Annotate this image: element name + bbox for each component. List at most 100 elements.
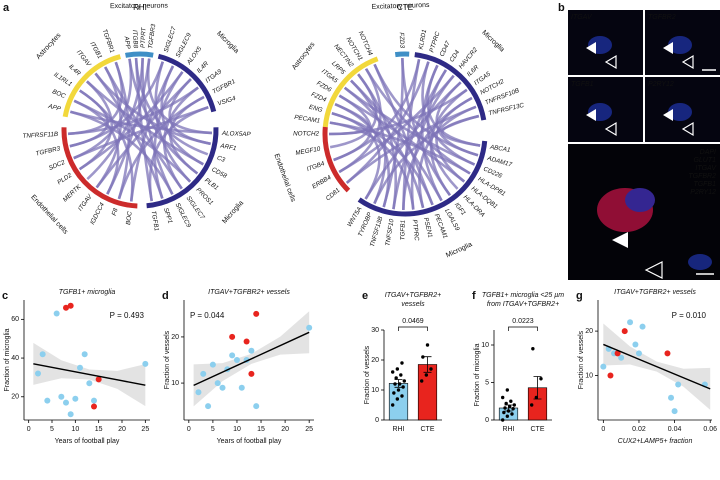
point <box>607 372 614 379</box>
y-axis-label: Fraction of microglia <box>474 343 481 406</box>
chart-title: vessels <box>401 301 425 308</box>
gene-label: FZD6 <box>315 80 333 94</box>
point <box>600 363 607 370</box>
gene-label: CD58 <box>210 166 228 180</box>
point <box>424 373 429 377</box>
group-arc <box>357 140 488 217</box>
point <box>402 379 406 383</box>
gene-label: PTPRC <box>411 219 420 241</box>
gene-label: SDC2 <box>48 159 67 172</box>
group-label: Astrocytes <box>35 32 63 61</box>
gene-label: TNFSF13B <box>369 216 385 248</box>
group-label: Microglia <box>480 29 505 53</box>
point <box>510 412 514 416</box>
point <box>509 399 513 403</box>
channel-label: TGFBR2 <box>688 173 716 180</box>
fit-line <box>193 331 310 387</box>
gene-label: TNFSF10 <box>384 218 395 247</box>
x-tick-label: 15 <box>95 426 103 433</box>
gene-label: MEGF10 <box>295 146 322 157</box>
point <box>229 333 236 340</box>
chart-title: TGFB1+ microglia <box>59 289 116 296</box>
group-arc <box>394 51 410 58</box>
gene-label: TNFRSF11B <box>22 131 58 140</box>
chord <box>328 88 468 136</box>
gene-label: ITGB1 <box>88 41 103 60</box>
point <box>306 324 313 331</box>
group-arc <box>62 54 122 118</box>
channel-label: ITGAV <box>695 165 717 172</box>
gene-label: FZD4 <box>310 91 328 104</box>
group-label: Microglia <box>215 30 240 55</box>
point <box>505 388 510 392</box>
point <box>209 361 216 368</box>
p-value: P = 0.010 <box>672 311 707 320</box>
chord <box>338 74 455 174</box>
point <box>394 376 398 380</box>
point <box>39 351 46 358</box>
chord <box>373 63 434 206</box>
y-tick-label: 0 <box>375 417 379 424</box>
point <box>44 397 51 404</box>
point <box>142 360 149 367</box>
channel-label: P2RY12 <box>648 81 674 88</box>
point <box>399 373 403 377</box>
point <box>243 338 250 345</box>
gene-label: ITGAV <box>75 49 92 69</box>
y-tick-label: 0 <box>485 417 489 424</box>
point <box>205 403 212 410</box>
point <box>429 367 433 371</box>
chord <box>117 95 205 200</box>
gene-label: IL6R <box>466 64 481 78</box>
gene-label: IL4R <box>196 60 211 75</box>
y-axis-label: Fraction of microglia <box>4 328 11 391</box>
p-value: 0.0223 <box>512 318 534 325</box>
panel-label: e <box>362 290 368 302</box>
gene-label: TGFB1 <box>150 210 160 231</box>
fit-line <box>33 363 146 386</box>
gene-label: CD4 <box>448 49 461 64</box>
gene-label: APP <box>47 103 63 113</box>
gene-label: ITGAV <box>77 193 94 213</box>
gene-label: TGFBR3 <box>35 145 61 158</box>
error-bar <box>394 379 403 388</box>
gene-label: TGFBR1 <box>101 28 116 54</box>
gene-label: SIGLEC7 <box>163 25 178 53</box>
point <box>200 370 207 377</box>
point <box>614 350 621 357</box>
x-tick-label: 5 <box>211 426 215 433</box>
x-tick-label: 0.02 <box>632 426 646 433</box>
circos-title: RHI <box>133 3 147 12</box>
y-tick-label: 60 <box>11 316 19 323</box>
point <box>668 394 675 401</box>
y-tick-label: 10 <box>371 387 379 394</box>
gene-label: IGF1 <box>453 201 467 216</box>
chord <box>441 114 481 147</box>
chord <box>129 65 175 202</box>
panel-label: g <box>576 290 583 302</box>
point <box>195 389 202 396</box>
gene-label: F8 <box>111 207 120 217</box>
point <box>530 403 534 407</box>
point <box>77 364 83 371</box>
gene-label: CD81 <box>325 187 342 203</box>
point <box>391 403 395 407</box>
p-value: 0.0469 <box>402 318 424 325</box>
gene-label: PECAM1 <box>433 213 449 240</box>
group-arc <box>414 52 487 121</box>
x-tick-label: 5 <box>50 426 54 433</box>
panel-label: a <box>3 2 10 14</box>
x-tick-label: CTE <box>421 426 435 433</box>
gene-label: TGFBR1 <box>211 78 236 96</box>
point <box>67 411 74 418</box>
chord <box>382 58 404 208</box>
point <box>621 328 628 335</box>
point <box>95 376 102 383</box>
chord <box>350 79 387 205</box>
point <box>503 406 507 410</box>
x-axis-label: Years of football play <box>217 438 282 445</box>
point <box>238 384 245 391</box>
point <box>396 388 401 392</box>
y-tick-label: 10 <box>171 380 179 387</box>
gene-label: PTPRC <box>428 30 441 53</box>
